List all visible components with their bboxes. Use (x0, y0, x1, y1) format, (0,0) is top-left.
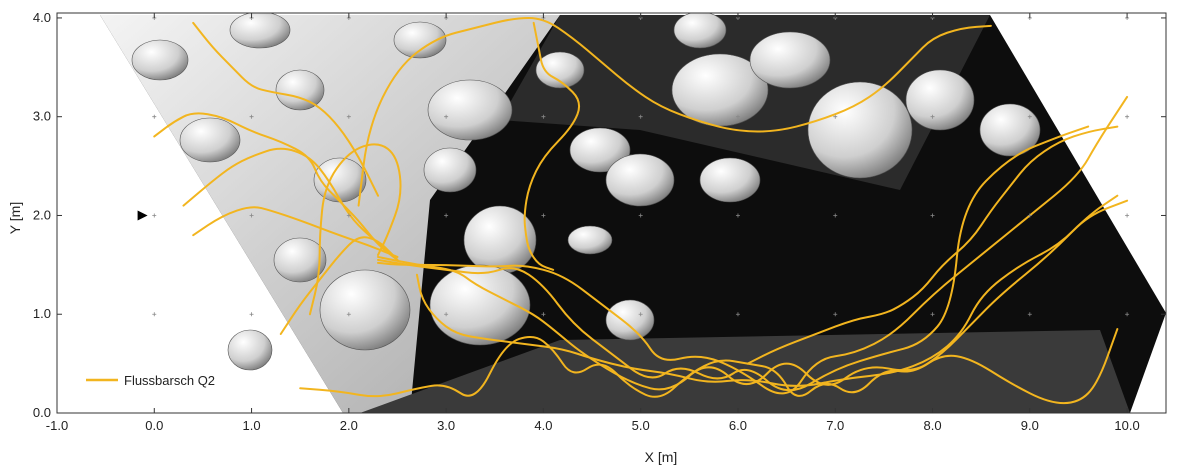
boulder (427, 79, 513, 141)
grid-marker (152, 114, 157, 119)
grid-marker (735, 213, 740, 218)
boulder (423, 147, 477, 193)
track-line (377, 194, 1119, 391)
grid-marker (833, 312, 838, 317)
boulder (179, 117, 241, 163)
boulder (699, 157, 761, 203)
grid-marker (249, 114, 254, 119)
grid-marker (833, 114, 838, 119)
x-tick-label: 8.0 (923, 418, 941, 433)
grid-marker (1125, 213, 1130, 218)
legend: Flussbarsch Q2 (86, 373, 215, 388)
boulder-shapes (131, 13, 1041, 371)
boulder (673, 13, 727, 49)
x-tick-label: 6.0 (729, 418, 747, 433)
boulder (229, 13, 291, 49)
grid-marker (152, 312, 157, 317)
grid-marker (152, 213, 157, 218)
x-tick-label: 0.0 (145, 418, 163, 433)
grid-marker (541, 114, 546, 119)
grid-marker (833, 213, 838, 218)
grid-marker (930, 213, 935, 218)
grid-marker (638, 114, 643, 119)
boulder (979, 103, 1041, 157)
grid-marker (249, 213, 254, 218)
x-axis-title: X [m] (645, 449, 678, 465)
grid-marker (1027, 312, 1032, 317)
track-line (299, 328, 1119, 405)
boulder (131, 39, 189, 81)
track-line (746, 125, 1119, 365)
boulder (605, 153, 675, 207)
x-tick-label: 3.0 (437, 418, 455, 433)
grid-marker (638, 213, 643, 218)
y-tick-label: 4.0 (33, 10, 51, 25)
track-line (153, 112, 399, 261)
y-axis: 0.0 1.0 2.0 3.0 4.0 (33, 10, 1166, 420)
y-tick-label: 0.0 (33, 405, 51, 420)
x-tick-label: 5.0 (632, 418, 650, 433)
grid-marker (735, 114, 740, 119)
x-tick-label: 10.0 (1114, 418, 1139, 433)
x-tick-label: 4.0 (534, 418, 552, 433)
grid-marker (1125, 114, 1130, 119)
track-line (308, 143, 402, 316)
y-tick-label: 1.0 (33, 306, 51, 321)
grid-marker (444, 114, 449, 119)
grid-marker (1125, 312, 1130, 317)
x-axis: -1.0 0.0 1.0 2.0 3.0 4.0 5.0 6.0 7.0 8.0 9.0 10.0 (46, 13, 1140, 433)
track-line (377, 125, 1090, 392)
track-line (415, 199, 1129, 387)
grid-marker (735, 312, 740, 317)
track-line (279, 236, 394, 335)
start-arrow-marker (137, 210, 148, 221)
x-tick-label: 7.0 (826, 418, 844, 433)
track-line (523, 21, 581, 271)
boulder (319, 269, 411, 351)
track-line (192, 21, 380, 197)
boulder (905, 69, 975, 131)
grid-marker (1027, 114, 1032, 119)
legend-label: Flussbarsch Q2 (124, 373, 215, 388)
boulder (569, 127, 631, 173)
grid-marker (1027, 213, 1032, 218)
grid-marker (638, 312, 643, 317)
track-line (182, 147, 399, 261)
y-axis-title: Y [m] (7, 202, 23, 234)
boulder (429, 264, 531, 346)
boulder (605, 299, 655, 341)
track-lines (153, 16, 1129, 405)
grid-marker (444, 312, 449, 317)
plot-frame (56, 12, 1167, 414)
boulder (749, 31, 831, 89)
boulder (273, 237, 327, 283)
boulder (393, 21, 447, 59)
y-tick-label: 3.0 (33, 109, 51, 124)
grid-marker (930, 312, 935, 317)
boulder (227, 329, 273, 371)
boulder (807, 81, 913, 179)
boulder (567, 225, 613, 255)
grid-marker (249, 312, 254, 317)
y-tick-label: 2.0 (33, 207, 51, 222)
grid-marker (541, 312, 546, 317)
boulder (535, 51, 585, 89)
track-line (357, 16, 992, 207)
x-tick-label: 9.0 (1021, 418, 1039, 433)
x-tick-label: -1.0 (46, 418, 68, 433)
grid-marker (346, 213, 351, 218)
grid-marker (930, 114, 935, 119)
grid-marker (346, 312, 351, 317)
x-tick-label: 1.0 (243, 418, 261, 433)
grid-marker (444, 213, 449, 218)
grid-marker (541, 213, 546, 218)
boulder (275, 69, 325, 111)
grid-marker (346, 114, 351, 119)
x-tick-label: 2.0 (340, 418, 358, 433)
grid-markers (152, 15, 1130, 317)
